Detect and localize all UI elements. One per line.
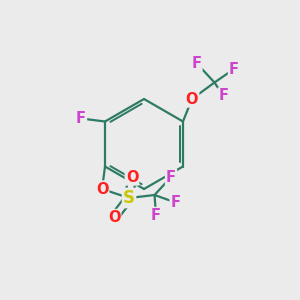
Text: F: F bbox=[229, 61, 239, 76]
Text: O: O bbox=[126, 169, 138, 184]
Text: F: F bbox=[191, 56, 202, 70]
Text: O: O bbox=[108, 210, 120, 225]
Text: F: F bbox=[170, 195, 181, 210]
Text: F: F bbox=[151, 208, 161, 223]
Text: F: F bbox=[218, 88, 229, 104]
Text: F: F bbox=[76, 111, 86, 126]
Text: O: O bbox=[96, 182, 108, 196]
Text: S: S bbox=[123, 189, 135, 207]
Text: O: O bbox=[186, 92, 198, 106]
Text: F: F bbox=[166, 169, 176, 184]
